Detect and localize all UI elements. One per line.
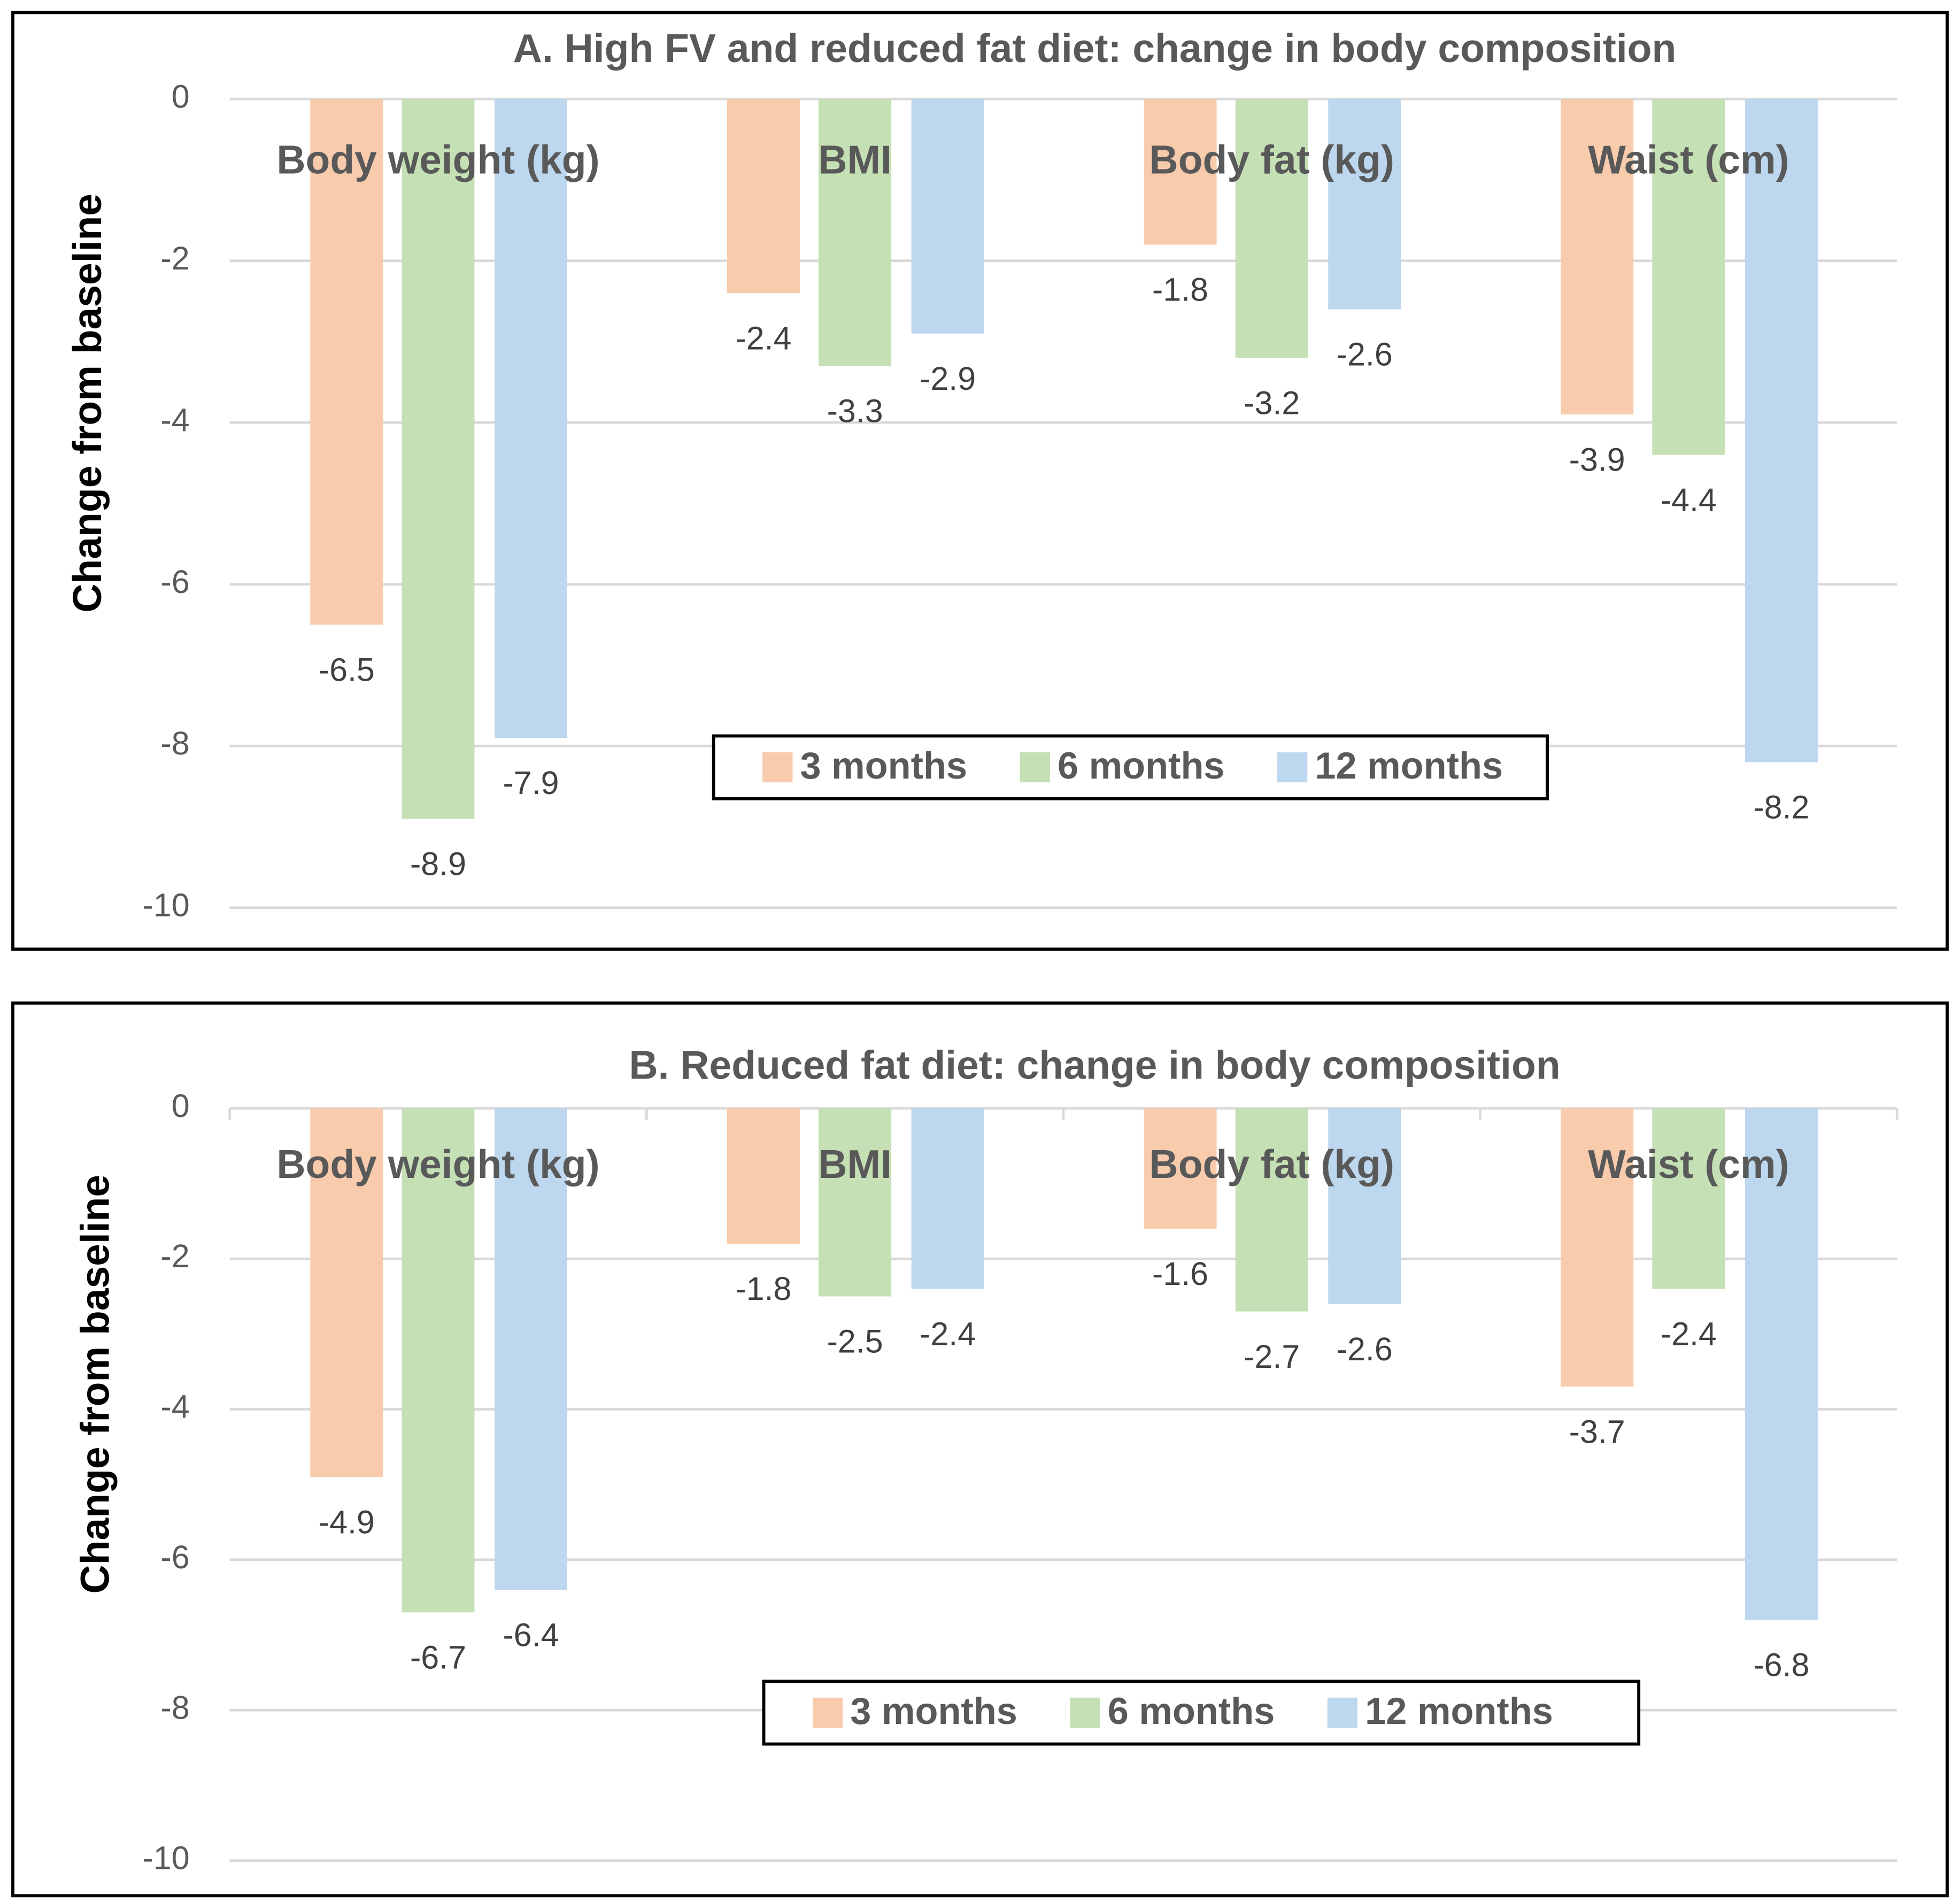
bar — [1561, 1108, 1634, 1387]
data-label: -3.3 — [827, 393, 883, 429]
bar — [494, 1108, 567, 1590]
bar — [1235, 99, 1308, 358]
bar — [310, 1108, 383, 1477]
legend-swatch — [1327, 1697, 1358, 1728]
data-label: -6.7 — [410, 1639, 466, 1676]
category-label: Body weight (kg) — [276, 1142, 599, 1187]
y-tick-label: 0 — [172, 78, 190, 114]
y-tick-label: -4 — [160, 1389, 189, 1425]
y-tick-label: -10 — [143, 1840, 190, 1876]
data-label: -4.9 — [319, 1504, 375, 1540]
legend-swatch — [1277, 752, 1308, 783]
data-label: -2.6 — [1337, 336, 1393, 373]
bar — [819, 99, 892, 366]
legend-swatch — [812, 1697, 843, 1728]
data-label: -7.9 — [503, 765, 559, 801]
chart-title: B. Reduced fat diet: change in body comp… — [629, 1043, 1560, 1088]
data-label: -3.9 — [1569, 441, 1625, 478]
bar — [1144, 1108, 1217, 1229]
bar — [1745, 99, 1818, 763]
data-label: -2.9 — [920, 360, 976, 397]
y-tick-label: -4 — [160, 402, 189, 438]
data-label: -2.5 — [827, 1323, 883, 1360]
data-label: -2.6 — [1337, 1331, 1393, 1367]
bar — [1652, 1108, 1725, 1289]
bar — [1652, 99, 1725, 455]
legend-label: 12 months — [1365, 1690, 1553, 1732]
bar — [1745, 1108, 1818, 1620]
y-tick-label: -8 — [160, 725, 189, 761]
data-label: -8.9 — [410, 845, 466, 882]
bar — [1561, 99, 1634, 415]
bar — [494, 99, 567, 738]
bar — [1328, 99, 1401, 310]
category-label: Waist (cm) — [1588, 1142, 1789, 1187]
bar — [1328, 1108, 1401, 1304]
data-label: -2.4 — [920, 1316, 976, 1352]
legend-label: 3 months — [800, 744, 968, 787]
bar — [1235, 1108, 1308, 1312]
data-label: -3.7 — [1569, 1414, 1625, 1450]
data-label: -6.8 — [1753, 1647, 1809, 1683]
y-tick-label: -6 — [160, 564, 189, 600]
chart-title: A. High FV and reduced fat diet: change … — [513, 26, 1677, 71]
data-label: -4.4 — [1661, 482, 1717, 518]
category-label: Body weight (kg) — [276, 137, 599, 182]
bar — [911, 99, 984, 334]
bar — [310, 99, 383, 625]
category-label: Body fat (kg) — [1149, 137, 1394, 182]
data-label: -1.6 — [1152, 1256, 1208, 1292]
data-label: -3.2 — [1244, 384, 1300, 421]
bar — [727, 99, 800, 294]
legend-label: 6 months — [1058, 744, 1225, 787]
category-label: BMI — [818, 137, 892, 182]
data-label: -1.8 — [1152, 272, 1208, 308]
y-axis-label: Change from baseline — [72, 1175, 117, 1594]
legend-swatch — [762, 752, 793, 783]
bar — [1144, 99, 1217, 245]
data-label: -6.4 — [503, 1616, 559, 1653]
data-label: -6.5 — [319, 651, 375, 688]
category-label: BMI — [818, 1142, 892, 1187]
bar — [402, 99, 475, 819]
y-tick-label: -10 — [143, 887, 190, 923]
legend-label: 3 months — [850, 1690, 1017, 1732]
legend-label: 6 months — [1108, 1690, 1275, 1732]
bar — [911, 1108, 984, 1289]
data-label: -2.4 — [735, 320, 791, 356]
category-label: Waist (cm) — [1588, 137, 1789, 182]
legend-swatch — [1020, 752, 1050, 783]
data-label: -1.8 — [735, 1270, 791, 1307]
bar — [727, 1108, 800, 1244]
legend-label: 12 months — [1315, 744, 1503, 787]
data-label: -2.7 — [1244, 1338, 1300, 1375]
y-tick-label: -2 — [160, 240, 189, 276]
legend-box — [762, 1680, 1641, 1746]
y-tick-label: -6 — [160, 1539, 189, 1575]
legend-box — [712, 734, 1549, 800]
y-tick-label: 0 — [172, 1088, 190, 1124]
y-tick-label: -2 — [160, 1238, 189, 1274]
y-tick-label: -8 — [160, 1689, 189, 1726]
legend-swatch — [1070, 1697, 1100, 1728]
y-axis-label: Change from baseline — [65, 194, 110, 613]
category-label: Body fat (kg) — [1149, 1142, 1394, 1187]
data-label: -8.2 — [1753, 789, 1809, 826]
data-label: -2.4 — [1661, 1316, 1717, 1352]
bar — [402, 1108, 475, 1613]
bar — [819, 1108, 892, 1297]
